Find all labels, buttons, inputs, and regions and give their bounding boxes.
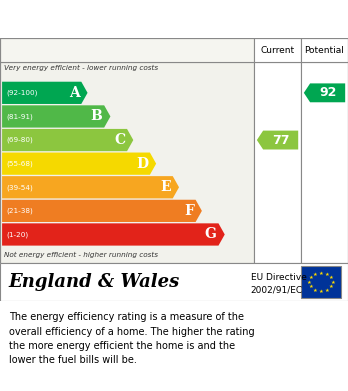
Text: E: E (160, 180, 171, 194)
Text: (55-68): (55-68) (6, 160, 33, 167)
Polygon shape (2, 152, 156, 175)
Bar (301, 62, 348, 263)
Polygon shape (2, 82, 88, 104)
Text: G: G (205, 228, 217, 242)
Bar (254, 38, 301, 62)
Text: ★: ★ (313, 272, 317, 277)
Text: ★: ★ (319, 289, 323, 294)
Polygon shape (2, 176, 179, 198)
Text: ★: ★ (325, 272, 330, 277)
Text: Current: Current (260, 46, 295, 55)
Polygon shape (2, 200, 202, 222)
Bar (0, 62, 254, 263)
Text: ★: ★ (308, 284, 313, 289)
Text: Very energy efficient - lower running costs: Very energy efficient - lower running co… (4, 65, 158, 71)
Text: (92-100): (92-100) (6, 90, 38, 96)
Polygon shape (2, 223, 225, 246)
Text: ★: ★ (325, 288, 330, 292)
Text: 77: 77 (272, 134, 290, 147)
Text: Energy Efficiency Rating: Energy Efficiency Rating (9, 10, 238, 28)
Text: (39-54): (39-54) (6, 184, 33, 190)
Text: D: D (136, 157, 148, 170)
Bar (254, 62, 301, 263)
Text: The energy efficiency rating is a measure of the
overall efficiency of a home. T: The energy efficiency rating is a measur… (9, 312, 254, 366)
Text: F: F (184, 204, 194, 218)
Text: (81-91): (81-91) (6, 113, 33, 120)
Polygon shape (2, 105, 110, 127)
Text: ★: ★ (308, 275, 313, 280)
Bar (0, 38, 254, 62)
Text: England & Wales: England & Wales (9, 273, 180, 291)
Text: B: B (91, 109, 102, 124)
Text: (21-38): (21-38) (6, 208, 33, 214)
Text: A: A (69, 86, 80, 100)
Text: 92: 92 (319, 86, 336, 99)
Polygon shape (2, 129, 133, 151)
Text: (1-20): (1-20) (6, 231, 29, 238)
Text: EU Directive: EU Directive (251, 273, 307, 282)
Polygon shape (304, 83, 345, 102)
Text: Not energy efficient - higher running costs: Not energy efficient - higher running co… (4, 251, 158, 258)
Bar (301, 38, 348, 62)
Text: C: C (114, 133, 125, 147)
Text: ★: ★ (307, 280, 311, 285)
Text: ★: ★ (329, 284, 334, 289)
Bar (301, 266, 341, 298)
Text: ★: ★ (313, 288, 317, 292)
Text: ★: ★ (331, 280, 335, 285)
Text: (69-80): (69-80) (6, 137, 33, 143)
Text: ★: ★ (319, 271, 323, 276)
Polygon shape (257, 131, 298, 149)
Text: ★: ★ (329, 275, 334, 280)
Text: Potential: Potential (304, 46, 345, 55)
Text: 2002/91/EC: 2002/91/EC (251, 285, 303, 294)
